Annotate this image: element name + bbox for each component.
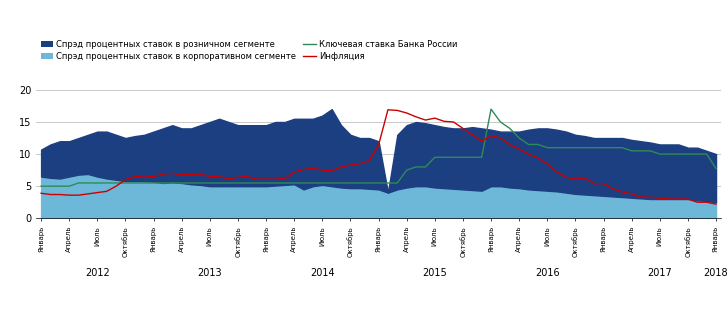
Text: 2016: 2016 <box>535 268 560 278</box>
Legend: Спрэд процентных ставок в розничном сегменте, Спрэд процентных ставок в корпорат: Спрэд процентных ставок в розничном сегм… <box>41 40 457 61</box>
Text: 2012: 2012 <box>85 268 110 278</box>
Text: 2015: 2015 <box>422 268 447 278</box>
Text: 2014: 2014 <box>310 268 335 278</box>
Text: 2013: 2013 <box>197 268 222 278</box>
Text: 2017: 2017 <box>647 268 672 278</box>
Text: 2018: 2018 <box>704 268 728 278</box>
